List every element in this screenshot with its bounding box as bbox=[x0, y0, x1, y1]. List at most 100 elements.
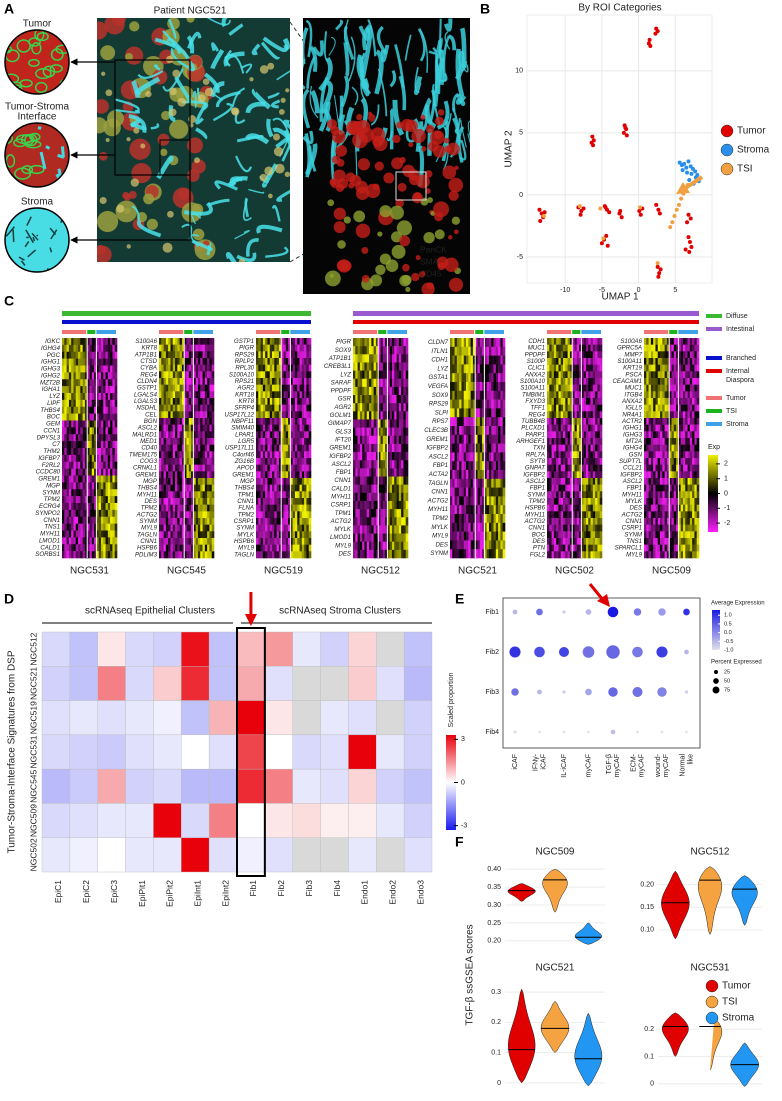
heatmap-cell bbox=[362, 492, 365, 502]
heatmap-cell bbox=[466, 355, 469, 365]
legend-label: Stroma bbox=[737, 145, 770, 156]
heatmap-cell bbox=[290, 471, 293, 479]
gene-label: CSRP1 bbox=[234, 518, 254, 525]
heatmap-cell bbox=[283, 358, 287, 365]
heatmap-cell bbox=[193, 531, 196, 539]
heatmap-cell bbox=[599, 431, 603, 439]
heatmap-cell bbox=[98, 434, 102, 442]
heatmap-cell bbox=[398, 541, 402, 551]
heatmap-cell bbox=[262, 471, 266, 479]
heatmap-cell bbox=[288, 411, 291, 419]
heatmap-cell bbox=[68, 386, 72, 394]
heatmap-cell bbox=[558, 471, 562, 479]
heatmap-cell bbox=[84, 420, 88, 428]
heatmap-cell bbox=[401, 460, 404, 469]
heatmap-cell bbox=[290, 531, 293, 539]
heatmap-cell bbox=[204, 531, 208, 539]
point bbox=[538, 218, 543, 223]
heatmap-cell bbox=[297, 491, 300, 499]
heatmap-cell bbox=[179, 471, 183, 479]
heatmap-cell bbox=[161, 364, 164, 372]
heatmap-cell bbox=[567, 431, 571, 439]
heatmap-cell bbox=[267, 398, 271, 405]
heatmap-cell bbox=[197, 391, 201, 399]
heatmap-cell bbox=[565, 451, 568, 459]
heatmap-cell bbox=[105, 427, 109, 435]
heatmap-cell bbox=[306, 418, 310, 425]
heatmap-cell bbox=[553, 438, 557, 445]
heatmap-cell bbox=[308, 544, 312, 552]
heatmap-cell bbox=[385, 517, 388, 526]
heatmap-cell bbox=[96, 386, 99, 394]
heatmap-cell bbox=[382, 378, 386, 388]
heatmap-cell bbox=[66, 386, 70, 394]
heatmap-cell bbox=[177, 418, 180, 425]
heatmap-cell bbox=[491, 443, 494, 453]
heatmap-cell bbox=[168, 491, 171, 499]
point bbox=[541, 214, 546, 218]
heatmap-cell bbox=[569, 351, 573, 359]
heatmap-cell bbox=[366, 427, 370, 437]
heatmap-cell bbox=[463, 338, 467, 348]
heatmap-cell bbox=[193, 491, 196, 499]
heatmap-cell bbox=[382, 541, 386, 551]
heatmap-cell bbox=[556, 424, 559, 432]
heatmap-cell bbox=[98, 530, 102, 538]
heatmap-cell bbox=[181, 384, 185, 392]
heatmap-cell bbox=[353, 354, 356, 363]
heatmap-cell bbox=[71, 393, 74, 401]
heatmap-cell bbox=[452, 426, 455, 436]
heatmap-cell bbox=[207, 491, 210, 499]
heatmap-cell bbox=[389, 346, 393, 355]
gene-label: ASCL2 bbox=[331, 461, 352, 468]
heatmap-cell bbox=[84, 372, 88, 380]
heatmap-cell bbox=[389, 411, 393, 420]
heatmap-cell bbox=[159, 384, 162, 392]
heatmap-cell bbox=[306, 391, 310, 399]
heatmap-cell bbox=[373, 370, 377, 380]
heatmap-cell bbox=[172, 471, 176, 479]
heatmap-cell bbox=[84, 365, 88, 373]
heatmap-cell bbox=[585, 351, 589, 359]
heatmap-cell bbox=[82, 523, 86, 531]
heatmap-cell bbox=[484, 399, 487, 409]
heatmap-cell bbox=[98, 372, 102, 380]
heatmap-cell bbox=[403, 370, 407, 380]
gene-label: PIGR bbox=[239, 345, 254, 352]
heatmap-cell bbox=[269, 471, 273, 479]
heatmap-cell bbox=[547, 438, 550, 445]
heatmap-cell bbox=[84, 399, 88, 408]
heatmap-cell bbox=[558, 431, 562, 439]
heatmap-cell bbox=[80, 434, 83, 442]
heatmap-cell bbox=[398, 354, 402, 363]
heatmap-cell bbox=[272, 391, 275, 399]
heatmap-cell bbox=[181, 491, 185, 499]
heatmap-cell bbox=[364, 549, 368, 559]
heatmap-cell bbox=[389, 362, 393, 371]
heatmap-cell bbox=[165, 544, 169, 552]
heatmap-cell bbox=[466, 443, 469, 453]
heatmap-cell bbox=[581, 378, 584, 385]
heatmap-cell bbox=[556, 418, 559, 425]
heatmap-cell bbox=[181, 438, 185, 445]
point bbox=[647, 37, 652, 42]
heatmap-cell bbox=[391, 386, 395, 396]
heatmap-cell bbox=[297, 498, 300, 505]
heatmap-cell bbox=[62, 503, 65, 511]
heatmap-cell bbox=[294, 384, 298, 392]
heatmap-cell bbox=[285, 524, 289, 532]
heatmap-cell bbox=[583, 464, 587, 472]
heatmap-cell bbox=[276, 351, 280, 359]
heatmap-cell bbox=[364, 362, 368, 371]
heatmap-cell bbox=[184, 458, 187, 465]
heatmap-cell bbox=[576, 358, 580, 365]
heatmap-cell bbox=[547, 471, 550, 479]
heatmap-cell bbox=[84, 344, 88, 353]
heatmap-cell bbox=[165, 538, 169, 545]
heatmap-cell bbox=[165, 504, 169, 512]
heatmap-cell bbox=[375, 533, 379, 543]
heatmap-cell bbox=[181, 538, 185, 545]
heatmap-cell bbox=[272, 524, 275, 532]
heatmap-cell bbox=[563, 391, 566, 399]
heatmap-cell bbox=[269, 398, 273, 405]
